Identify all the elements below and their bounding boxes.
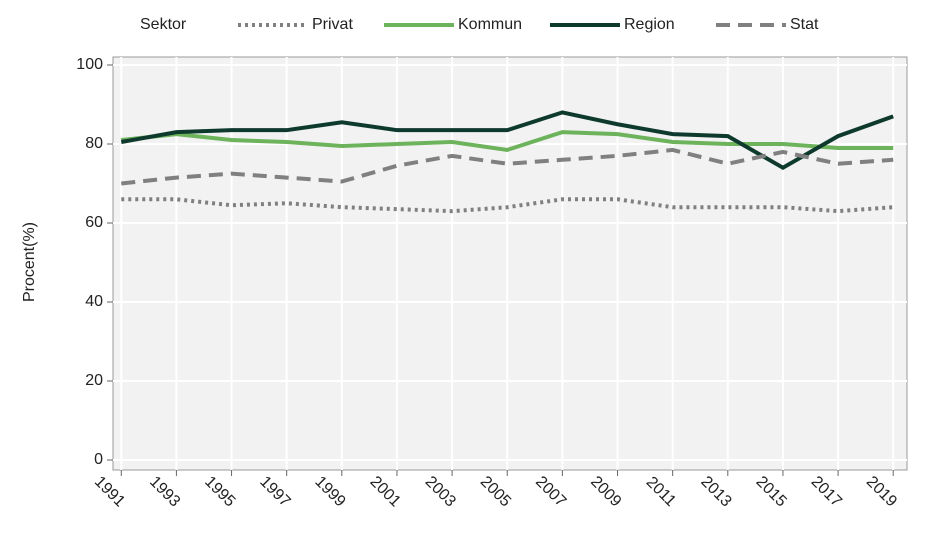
- x-tick-label: 2017: [808, 473, 845, 510]
- y-axis-label: Procent(%): [21, 222, 38, 302]
- x-tick-label: 1995: [201, 473, 238, 510]
- x-tick-label: 1999: [311, 473, 348, 510]
- x-tick-label: 2009: [587, 473, 624, 510]
- line-series: [121, 197, 894, 214]
- y-tick-label: 100: [76, 56, 103, 73]
- x-tick-label: 1991: [91, 473, 128, 510]
- plot-area: [112, 56, 908, 471]
- line-series: [121, 130, 894, 152]
- legend-label: Privat: [312, 16, 353, 33]
- x-tick-label: 2007: [532, 473, 569, 510]
- legend-label: Region: [624, 16, 675, 33]
- x-tick-label: 2013: [697, 473, 734, 510]
- x-tick-label: 2011: [643, 474, 679, 510]
- x-tick-label: 2003: [422, 473, 459, 510]
- y-tick-label: 20: [85, 372, 103, 389]
- y-tick-label: 80: [85, 135, 103, 152]
- x-tick-label: 1993: [146, 473, 183, 510]
- y-tick-label: 40: [85, 293, 103, 310]
- x-tick-label: 2005: [477, 473, 514, 510]
- line-series: [121, 147, 894, 186]
- legend-label: Stat: [790, 16, 819, 33]
- x-tick-label: 2019: [863, 473, 900, 510]
- y-tick-label: 60: [85, 214, 103, 231]
- legend-label: Kommun: [458, 16, 522, 33]
- legend-title: Sektor: [140, 16, 187, 33]
- y-tick-label: 0: [94, 451, 103, 468]
- x-tick-label: 1997: [256, 473, 293, 510]
- x-tick-label: 2001: [367, 473, 404, 510]
- x-tick-label: 2015: [753, 473, 790, 510]
